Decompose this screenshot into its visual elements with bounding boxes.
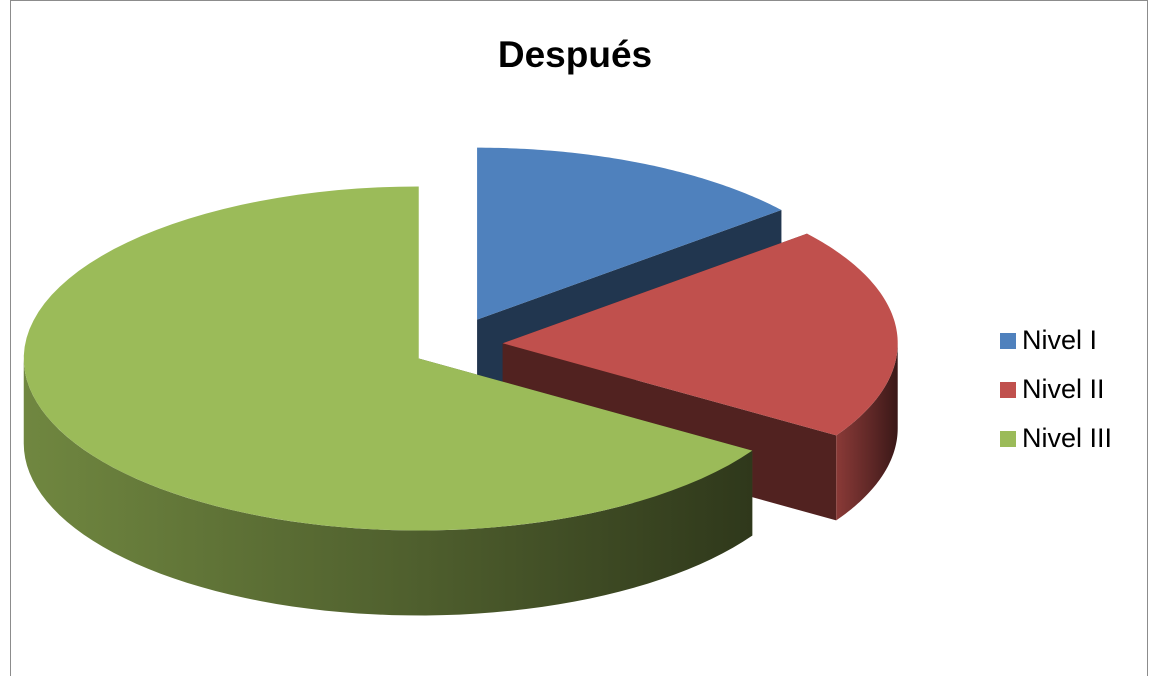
legend-item-nivel-i: Nivel I [1000, 316, 1112, 365]
chart-title: Después [497, 34, 653, 75]
pie-slice-side-1 [836, 343, 898, 521]
pie-slice-side-2 [23, 358, 753, 616]
legend-label: Nivel III [1022, 423, 1113, 453]
pie-slice-nivel-iii [23, 186, 753, 531]
legend-item-nivel-ii: Nivel II [1000, 365, 1112, 414]
legend-item-nivel-iii: Nivel III [1000, 414, 1112, 463]
legend-label: Nivel I [1022, 325, 1098, 355]
legend-label: Nivel II [1022, 374, 1105, 404]
pie-slice-nivel-i [477, 147, 782, 320]
legend-swatch [1000, 332, 1016, 349]
legend-swatch [1000, 430, 1016, 447]
legend: Nivel I Nivel II Nivel III [1000, 316, 1112, 463]
pie-slice-nivel-ii [502, 233, 898, 436]
legend-swatch [1000, 381, 1016, 398]
